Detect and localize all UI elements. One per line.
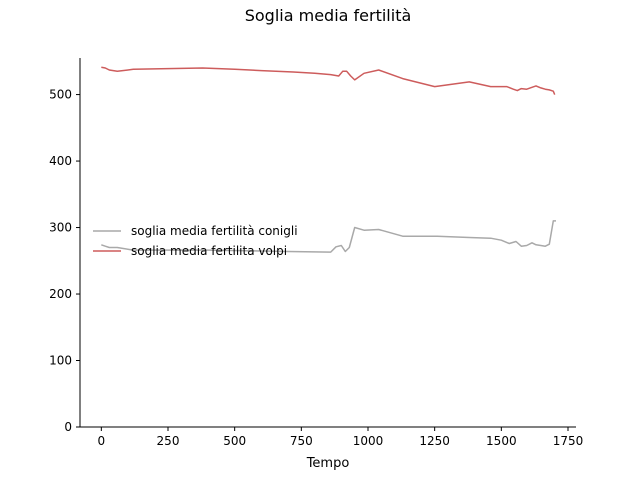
- axis-ticks: 0 250 500 750 1000 1250 1500 1750 0 100 200 300 400 5…: [49, 88, 583, 448]
- y-tick-label: 300: [49, 221, 72, 235]
- series-line-2: [101, 66, 556, 95]
- series-lines: [101, 66, 556, 253]
- x-tick-label: 1000: [353, 434, 384, 448]
- y-tick-label: 0: [64, 420, 72, 434]
- x-tick-label: 750: [290, 434, 313, 448]
- x-tick-label: 1250: [419, 434, 450, 448]
- y-tick-label: 500: [49, 88, 72, 102]
- y-tick-label: 400: [49, 154, 72, 168]
- x-tick-label: 1500: [486, 434, 517, 448]
- x-tick-label: 0: [98, 434, 106, 448]
- x-tick-label: 500: [223, 434, 246, 448]
- y-tick-label: 100: [49, 354, 72, 368]
- x-tick-label: 1750: [553, 434, 584, 448]
- legend-label-1: soglia media fertilità conigli: [131, 224, 298, 238]
- chart-title: Soglia media fertilità: [245, 6, 412, 25]
- y-tick-label: 200: [49, 287, 72, 301]
- legend: soglia media fertilità conigli soglia med…: [93, 224, 298, 258]
- x-tick-label: 250: [157, 434, 180, 448]
- legend-label-2: soglia media fertilita volpi: [131, 244, 287, 258]
- x-axis-label: Tempo: [306, 456, 350, 471]
- series-line-1: [101, 220, 556, 253]
